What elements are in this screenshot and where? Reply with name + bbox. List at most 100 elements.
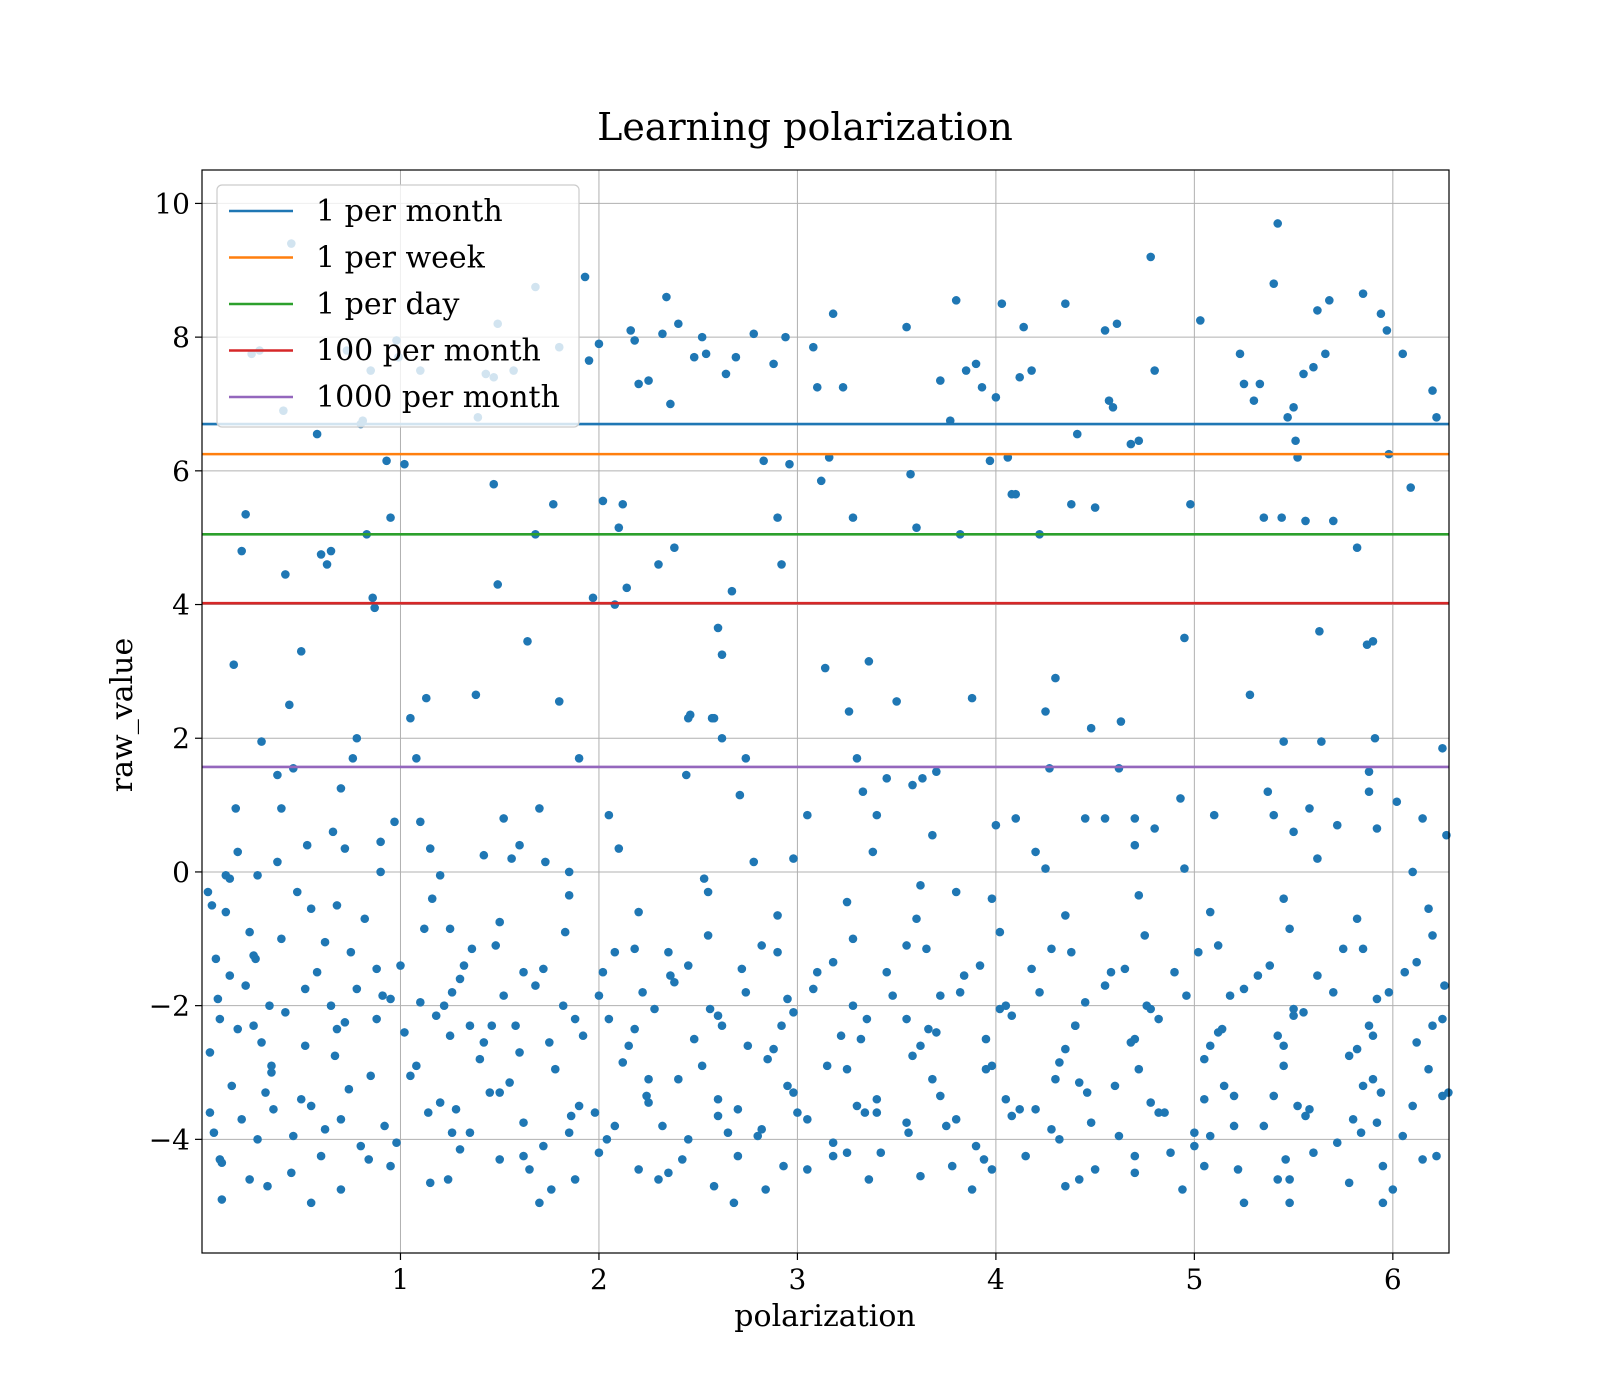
data-point — [507, 854, 516, 863]
data-point — [961, 366, 971, 375]
data-point — [455, 974, 465, 984]
data-point — [743, 1041, 753, 1051]
data-point — [1080, 814, 1090, 823]
data-point — [423, 1108, 433, 1117]
data-point — [1090, 503, 1100, 512]
data-point — [689, 352, 699, 362]
data-point — [1356, 1128, 1366, 1137]
data-point — [971, 1141, 981, 1151]
y-tick-label: 2 — [172, 722, 190, 755]
data-point — [455, 1145, 465, 1154]
data-point — [1438, 743, 1447, 753]
data-point — [666, 971, 675, 980]
data-point — [584, 356, 594, 365]
data-point — [495, 1088, 505, 1097]
data-point — [717, 650, 727, 659]
data-point — [273, 770, 282, 780]
data-point — [644, 1074, 653, 1084]
data-point — [1239, 984, 1249, 994]
data-point — [785, 459, 794, 469]
data-point — [1146, 252, 1155, 262]
data-point — [1126, 1038, 1136, 1047]
data-point — [1178, 1185, 1187, 1194]
data-point — [296, 1094, 306, 1104]
data-point — [1338, 944, 1348, 954]
data-point — [459, 961, 469, 970]
data-point — [709, 1181, 719, 1191]
data-point — [1328, 987, 1338, 997]
data-point — [703, 887, 713, 897]
data-point — [406, 713, 415, 723]
data-point — [1130, 814, 1140, 823]
data-point — [808, 984, 818, 994]
data-point — [975, 961, 985, 970]
data-point — [1279, 894, 1288, 903]
data-point — [1190, 1128, 1199, 1137]
data-point — [237, 546, 246, 556]
data-point — [1130, 1151, 1140, 1161]
data-point — [777, 560, 786, 569]
legend-label: 1 per week — [316, 241, 486, 276]
data-point — [277, 934, 286, 944]
data-point — [1047, 944, 1056, 954]
data-point — [1011, 489, 1021, 499]
data-point — [1061, 1044, 1070, 1054]
data-point — [241, 981, 250, 990]
data-point — [300, 984, 310, 994]
data-point — [838, 382, 848, 392]
data-point — [364, 1155, 374, 1164]
data-point — [412, 753, 421, 763]
data-point — [713, 1111, 723, 1121]
data-point — [1233, 1165, 1243, 1174]
data-point — [292, 887, 302, 897]
data-point — [618, 1058, 628, 1067]
x-tick-label: 1 — [392, 1263, 410, 1296]
data-point — [352, 984, 362, 994]
data-point — [320, 937, 330, 947]
data-point — [489, 479, 499, 489]
data-point — [1315, 626, 1324, 636]
data-point — [465, 1128, 475, 1137]
data-point — [1313, 306, 1322, 315]
data-point — [545, 1038, 554, 1047]
data-point — [987, 894, 997, 903]
data-point — [1299, 369, 1308, 379]
data-point — [789, 854, 798, 863]
data-point — [658, 1121, 667, 1131]
data-point — [902, 322, 911, 332]
data-point — [1291, 436, 1300, 446]
data-point — [1440, 981, 1449, 990]
data-point — [241, 509, 250, 519]
data-point — [1180, 633, 1189, 643]
data-point — [485, 1088, 495, 1097]
data-point — [836, 1031, 846, 1041]
data-point — [1007, 1111, 1017, 1121]
data-point — [372, 1014, 381, 1024]
data-point — [548, 499, 558, 509]
data-point — [445, 1031, 455, 1041]
data-point — [1418, 1155, 1427, 1164]
data-point — [1368, 1031, 1378, 1041]
data-points — [203, 219, 1453, 1208]
data-point — [370, 603, 379, 613]
data-point — [332, 901, 342, 910]
data-point — [336, 784, 346, 793]
data-point — [872, 1108, 882, 1117]
data-point — [594, 1148, 604, 1158]
data-point — [541, 857, 550, 867]
data-point — [431, 1011, 441, 1020]
data-point — [211, 954, 221, 964]
data-point — [777, 1021, 786, 1031]
legend-label: 1 per month — [316, 194, 503, 229]
data-point — [803, 1165, 812, 1174]
y-tick-label: −2 — [149, 990, 190, 1023]
data-point — [348, 753, 358, 763]
data-point — [1100, 981, 1110, 990]
data-point — [505, 1078, 514, 1087]
data-point — [267, 1061, 276, 1071]
data-point — [604, 810, 614, 820]
data-point — [995, 927, 1005, 937]
x-tick-label: 6 — [1384, 1263, 1402, 1296]
data-point — [892, 697, 901, 706]
data-point — [1273, 1031, 1283, 1041]
